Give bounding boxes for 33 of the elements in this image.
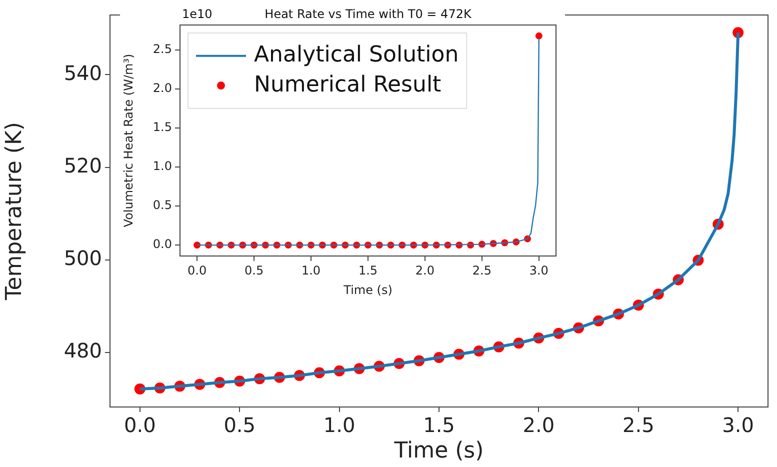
x-tick-label: 0.0 [188,263,207,278]
x-tick-label: 0.0 [124,413,156,438]
point [535,32,542,40]
y-tick-label: 480 [64,338,102,363]
y-tick-label: 500 [64,246,102,270]
y-axis-title: Volumetric Heat Rate (W/m³) [121,54,136,228]
y-tick-label: 540 [64,60,102,85]
y-tick-label: 0.5 [152,198,172,212]
x-tick-label: 0.5 [244,263,264,278]
y-tick-label: 1.5 [152,120,172,134]
x-tick-label: 1.0 [323,413,356,438]
y-axis-title: Temperature (K) [2,122,27,301]
legend-label: Numerical Result [254,72,442,98]
x-tick-label: 2.5 [472,263,492,278]
chart-title: Heat Rate vs Time with T0 = 472K [264,7,472,22]
x-tick-label: 2.0 [522,413,555,438]
x-tick-label: 3.0 [529,263,548,278]
y-tick-label: 520 [64,153,102,178]
x-tick-label: 2.5 [622,413,654,438]
x-tick-label: 1.5 [358,263,378,278]
y-tick-label: 0.0 [152,237,172,252]
x-tick-label: 1.5 [423,413,455,438]
y-tick-label: 2.0 [152,81,172,96]
x-tick-label: 1.0 [301,263,321,278]
legend-label: Analytical Solution [254,42,459,68]
annotation: 1e10 [182,7,212,22]
x-tick-label: 3.0 [722,413,754,438]
y-tick-label: 2.5 [152,42,172,56]
y-tick-label: 1.0 [152,159,172,174]
x-axis-title: Time (s) [393,438,484,464]
x-axis-title: Time (s) [342,282,392,297]
x-tick-label: 2.0 [415,263,435,278]
x-tick-label: 0.5 [224,413,256,438]
